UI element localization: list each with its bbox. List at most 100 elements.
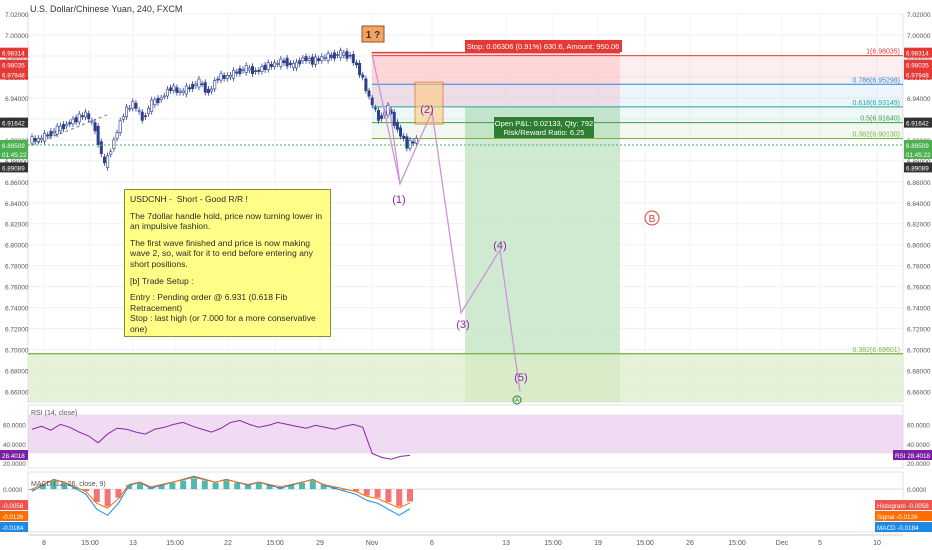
wave-label: (4) bbox=[493, 240, 506, 252]
time-tick: 26 bbox=[686, 540, 694, 547]
fib-band bbox=[372, 122, 903, 139]
fib-label: 1(6.98035) bbox=[866, 49, 900, 56]
left-price-tag bbox=[0, 117, 28, 128]
price-tick-left: 6.86000 bbox=[5, 180, 29, 187]
fib-label: 0.382(6.69601) bbox=[853, 347, 900, 354]
candle-body bbox=[310, 56, 314, 65]
fib-label: 0.618(6.93149) bbox=[853, 100, 900, 107]
macd-hist-bar bbox=[385, 489, 392, 502]
rsi-label: RSI (14, close) bbox=[31, 410, 77, 417]
candle-body bbox=[313, 56, 317, 65]
candle-body bbox=[329, 54, 333, 58]
candle-body bbox=[71, 118, 75, 125]
wave-label: (2) bbox=[420, 104, 433, 116]
candle-body bbox=[307, 58, 311, 61]
price-tick-right: 6.70000 bbox=[907, 348, 931, 355]
wave-path bbox=[371, 53, 521, 392]
candle-body bbox=[80, 115, 84, 118]
chart-title: U.S. Dollar/Chinese Yuan, 240, FXCM bbox=[30, 4, 183, 14]
candle-body bbox=[65, 123, 69, 127]
fib-label: 0.5(6.91640) bbox=[860, 116, 900, 123]
macd-hist-bar bbox=[201, 480, 208, 490]
candle-body bbox=[140, 111, 144, 121]
candle-body bbox=[263, 64, 267, 70]
left-price-tag-text: 6.89089 bbox=[2, 165, 25, 172]
left-price-tag bbox=[0, 148, 28, 159]
right-price-tag bbox=[904, 139, 932, 150]
candle-body bbox=[74, 117, 78, 123]
macd-label: MACD (12, 26, close, 9) bbox=[31, 481, 106, 488]
macd-hist-bar bbox=[288, 484, 295, 490]
time-tick: 29 bbox=[316, 540, 324, 547]
note-line: Entry : Pending order @ 6.931 (0.618 Fib… bbox=[130, 292, 290, 313]
macd-left-value: -0.0184 bbox=[2, 525, 24, 532]
macd-left-value: -0.0126 bbox=[2, 514, 24, 521]
candle-body bbox=[354, 62, 358, 66]
candle-body bbox=[210, 88, 214, 92]
candle-body bbox=[77, 113, 81, 123]
candle-body bbox=[269, 63, 273, 67]
candle-body bbox=[102, 156, 106, 164]
candle-body bbox=[200, 83, 204, 86]
candle-body bbox=[165, 89, 169, 97]
candle-body bbox=[266, 62, 270, 70]
right-price-tag bbox=[904, 69, 932, 80]
wave-a-circle bbox=[512, 395, 522, 405]
candle-body bbox=[222, 75, 226, 79]
macd-hist-bar bbox=[320, 484, 327, 490]
candle-body bbox=[232, 69, 236, 79]
note-line: Stop : last high (or 7.000 for a more co… bbox=[130, 313, 319, 334]
macd-hist-bar bbox=[245, 484, 251, 490]
time-tick: 15:00 bbox=[166, 540, 184, 547]
price-tick-right: 7.02000 bbox=[907, 12, 931, 19]
stop-label: Stop: 0.06306 (0.91%) 630.6, Amount: 950… bbox=[467, 42, 620, 51]
candle-body bbox=[273, 62, 277, 67]
price-tick-right: 6.78000 bbox=[907, 264, 931, 271]
candle-body bbox=[225, 75, 229, 79]
macd-right-tag bbox=[875, 522, 932, 532]
time-tick: 8 bbox=[42, 540, 46, 547]
right-price-tag bbox=[904, 148, 932, 159]
price-tick-left: 6.84000 bbox=[5, 201, 29, 208]
candle-body bbox=[288, 62, 292, 65]
candle-body bbox=[128, 107, 132, 110]
rsi-value-tag-left bbox=[0, 450, 28, 461]
candle-body bbox=[320, 56, 324, 61]
left-price-tag-text: 6.91642 bbox=[2, 121, 25, 128]
candle-body bbox=[181, 90, 185, 93]
right-price-tag-text: 01:45:22 bbox=[906, 152, 931, 159]
price-tick-right: 6.88000 bbox=[907, 159, 931, 166]
candle-body bbox=[112, 139, 116, 149]
macd-hist-bar bbox=[363, 489, 370, 496]
candle-body bbox=[43, 132, 47, 142]
stop-label-bg bbox=[465, 40, 622, 52]
macd-hist-bar bbox=[61, 482, 68, 490]
candle-body bbox=[52, 130, 56, 134]
candle-body bbox=[197, 78, 201, 88]
fib-label: 0.786(6.95298) bbox=[853, 77, 900, 84]
price-tick-right: 6.82000 bbox=[907, 222, 931, 229]
candle-body bbox=[188, 87, 192, 90]
price-tick-left: 6.76000 bbox=[5, 285, 29, 292]
rsi-tick-left: 60.0000 bbox=[3, 422, 26, 429]
left-price-tag bbox=[0, 139, 28, 150]
candle-body bbox=[244, 65, 248, 74]
candle-body bbox=[376, 110, 380, 121]
candle-body bbox=[301, 57, 305, 62]
candle-body bbox=[411, 141, 415, 144]
candle-body bbox=[351, 54, 355, 64]
price-tick-left: 7.00000 bbox=[5, 33, 29, 40]
note-line: USDCNH - Short - Good R/R ! bbox=[130, 194, 248, 204]
candle-body bbox=[380, 115, 384, 119]
candle-body bbox=[109, 151, 113, 155]
target-zone bbox=[28, 353, 903, 402]
macd-right-tag bbox=[875, 500, 932, 510]
fib-label: 0.382(6.90130) bbox=[853, 131, 900, 138]
candle-body bbox=[203, 82, 207, 93]
candle-body bbox=[373, 107, 377, 110]
candle-body bbox=[323, 57, 327, 59]
candle-body bbox=[345, 51, 349, 59]
candle-body bbox=[276, 62, 280, 65]
candle-body bbox=[414, 137, 418, 144]
macd-hist-bar bbox=[212, 482, 219, 490]
